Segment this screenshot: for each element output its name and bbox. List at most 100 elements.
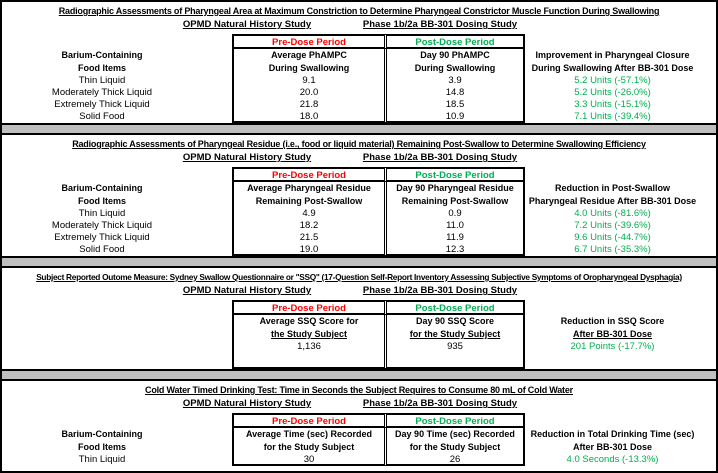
result-value-cell: 3.3 Units (-15.1%) — [574, 99, 651, 110]
period-row: Pre-Dose Period Post-Dose Period — [2, 34, 716, 49]
study-label-dosing-study: Phase 1b/2a BB-301 Dosing Study — [362, 19, 518, 30]
section-cold-water-test: Cold Water Timed Drinking Test: Time in … — [2, 381, 716, 466]
table-row: Solid Food 18.0 10.9 7.1 Units (-39.4%) — [2, 111, 716, 123]
food-item-cell: Moderately Thick Liquid — [51, 220, 153, 231]
result-column-header: Reduction in Post-Swallow Pharyngeal Res… — [528, 183, 697, 206]
section-title: Radiographic Assessments of Pharyngeal A… — [58, 6, 660, 16]
study-header-row: OPMD Natural History Study Phase 1b/2a B… — [2, 284, 716, 300]
post-dose-period-label: Post-Dose Period — [384, 300, 525, 315]
pre-dose-period-label: Pre-Dose Period — [232, 300, 384, 315]
post-dose-column-header: Day 90 Pharyngeal Residue Remaining Post… — [384, 182, 525, 208]
pre-value-cell: 21.5 — [232, 232, 384, 244]
pre-value-cell: 1,136 — [232, 341, 384, 353]
result-value-cell: 9.6 Units (-44.7%) — [574, 232, 651, 243]
result-column-header: Reduction in SSQ Score After BB-301 Dose — [560, 316, 665, 339]
study-label-natural-history: OPMD Natural History Study — [182, 398, 312, 409]
study-header-row: OPMD Natural History Study Phase 1b/2a B… — [2, 397, 716, 413]
column-header-row: Barium-Containing Food Items Average Pha… — [2, 182, 716, 208]
food-item-cell: Extremely Thick Liquid — [54, 232, 150, 243]
result-value-cell: 4.0 Units (-81.6%) — [574, 208, 651, 219]
table-row: Moderately Thick Liquid 18.2 11.0 7.2 Un… — [2, 220, 716, 232]
pre-value-cell: 9.1 — [232, 75, 384, 87]
result-column-header: Improvement in Pharyngeal Closure During… — [531, 50, 694, 73]
pre-dose-column-header: Average PhAMPC During Swallowing — [232, 49, 384, 75]
study-label-dosing-study: Phase 1b/2a BB-301 Dosing Study — [362, 152, 518, 163]
food-column-header: Barium-Containing Food Items — [61, 429, 143, 452]
post-dose-period-label: Post-Dose Period — [384, 167, 525, 182]
post-dose-period-label: Post-Dose Period — [384, 413, 525, 428]
section-divider — [2, 369, 716, 381]
post-value-cell: 11.9 — [384, 232, 525, 244]
pre-dose-period-label: Pre-Dose Period — [232, 413, 384, 428]
pre-value-cell: 20.0 — [232, 87, 384, 99]
post-value-cell: 11.0 — [384, 220, 525, 232]
study-label-natural-history: OPMD Natural History Study — [182, 152, 312, 163]
food-item-cell: Solid Food — [79, 244, 125, 255]
pre-dose-column-header: Average Time (sec) Recorded for the Stud… — [232, 428, 384, 454]
pre-value-cell: 19.0 — [232, 244, 384, 256]
section-title: Cold Water Timed Drinking Test: Time in … — [145, 385, 573, 395]
table-row: Thin Liquid 9.1 3.9 5.2 Units (-57.1%) — [2, 75, 716, 87]
section-divider — [2, 256, 716, 268]
post-value-cell: 0.9 — [384, 208, 525, 220]
period-row: Pre-Dose Period Post-Dose Period — [2, 300, 716, 315]
pre-dose-period-label: Pre-Dose Period — [232, 34, 384, 49]
pre-value-cell: 4.9 — [232, 208, 384, 220]
study-label-natural-history: OPMD Natural History Study — [182, 19, 312, 30]
table-row: Moderately Thick Liquid 20.0 14.8 5.2 Un… — [2, 87, 716, 99]
pre-dose-column-header: Average SSQ Score for the Study Subject — [232, 315, 384, 341]
pre-value-cell: 18.0 — [232, 111, 384, 123]
pre-value-cell: 21.8 — [232, 99, 384, 111]
food-item-cell: Thin Liquid — [78, 454, 126, 465]
result-value-cell: 4.0 Seconds (-13.3%) — [566, 454, 659, 465]
result-value-cell: 7.2 Units (-39.6%) — [574, 220, 651, 231]
result-value-cell: 5.2 Units (-26.0%) — [574, 87, 651, 98]
post-dose-column-header: Day 90 Time (sec) Recorded for the Study… — [384, 428, 525, 454]
section-ssq: Subject Reported Outome Measure: Sydney … — [2, 268, 716, 369]
table-row: Extremely Thick Liquid 21.8 18.5 3.3 Uni… — [2, 99, 716, 111]
section-pharyngeal-residue: Radiographic Assessments of Pharyngeal R… — [2, 135, 716, 256]
food-item-cell: Thin Liquid — [78, 208, 126, 219]
section-title: Radiographic Assessments of Pharyngeal R… — [72, 139, 646, 149]
table-row: Thin Liquid 4.9 0.9 4.0 Units (-81.6%) — [2, 208, 716, 220]
table-row: Solid Food 19.0 12.3 6.7 Units (-35.3%) — [2, 244, 716, 256]
food-item-cell: Thin Liquid — [78, 75, 126, 86]
pre-dose-column-header: Average Pharyngeal Residue Remaining Pos… — [232, 182, 384, 208]
period-row: Pre-Dose Period Post-Dose Period — [2, 413, 716, 428]
pre-value-cell: 18.2 — [232, 220, 384, 232]
pre-value-cell: 30 — [232, 454, 384, 466]
column-header-row: Barium-Containing Food Items Average Tim… — [2, 428, 716, 454]
food-item-cell: Extremely Thick Liquid — [54, 99, 150, 110]
result-value-cell: 7.1 Units (-39.4%) — [574, 111, 651, 122]
study-header-row: OPMD Natural History Study Phase 1b/2a B… — [2, 18, 716, 34]
table-row-empty — [2, 353, 716, 369]
result-value-cell: 5.2 Units (-57.1%) — [574, 75, 651, 86]
study-header-row: OPMD Natural History Study Phase 1b/2a B… — [2, 151, 716, 167]
result-value-cell: 201 Points (-17.7%) — [570, 341, 655, 352]
table-row: 1,136 935 201 Points (-17.7%) — [2, 341, 716, 353]
column-header-row: Barium-Containing Food Items Average PhA… — [2, 49, 716, 75]
study-label-dosing-study: Phase 1b/2a BB-301 Dosing Study — [362, 398, 518, 409]
pre-dose-period-label: Pre-Dose Period — [232, 167, 384, 182]
food-column-header: Barium-Containing Food Items — [61, 50, 143, 73]
food-item-cell — [2, 341, 232, 353]
result-value-cell: 6.7 Units (-35.3%) — [574, 244, 651, 255]
post-value-cell: 18.5 — [384, 99, 525, 111]
food-item-cell: Solid Food — [79, 111, 125, 122]
study-label-dosing-study: Phase 1b/2a BB-301 Dosing Study — [362, 285, 518, 296]
table-row: Extremely Thick Liquid 21.5 11.9 9.6 Uni… — [2, 232, 716, 244]
post-value-cell: 12.3 — [384, 244, 525, 256]
post-value-cell: 14.8 — [384, 87, 525, 99]
period-row: Pre-Dose Period Post-Dose Period — [2, 167, 716, 182]
study-label-natural-history: OPMD Natural History Study — [182, 285, 312, 296]
table-row: Thin Liquid 30 26 4.0 Seconds (-13.3%) — [2, 454, 716, 466]
section-pharyngeal-area: Radiographic Assessments of Pharyngeal A… — [2, 2, 716, 123]
post-value-cell: 26 — [384, 454, 525, 466]
result-column-header: Reduction in Total Drinking Time (sec) A… — [530, 429, 695, 452]
post-dose-column-header: Day 90 SSQ Score for the Study Subject — [384, 315, 525, 341]
food-column-header: Barium-Containing Food Items — [61, 183, 143, 206]
section-title: Subject Reported Outome Measure: Sydney … — [36, 272, 682, 282]
column-header-row: Average SSQ Score for the Study Subject … — [2, 315, 716, 341]
post-value-cell: 3.9 — [384, 75, 525, 87]
